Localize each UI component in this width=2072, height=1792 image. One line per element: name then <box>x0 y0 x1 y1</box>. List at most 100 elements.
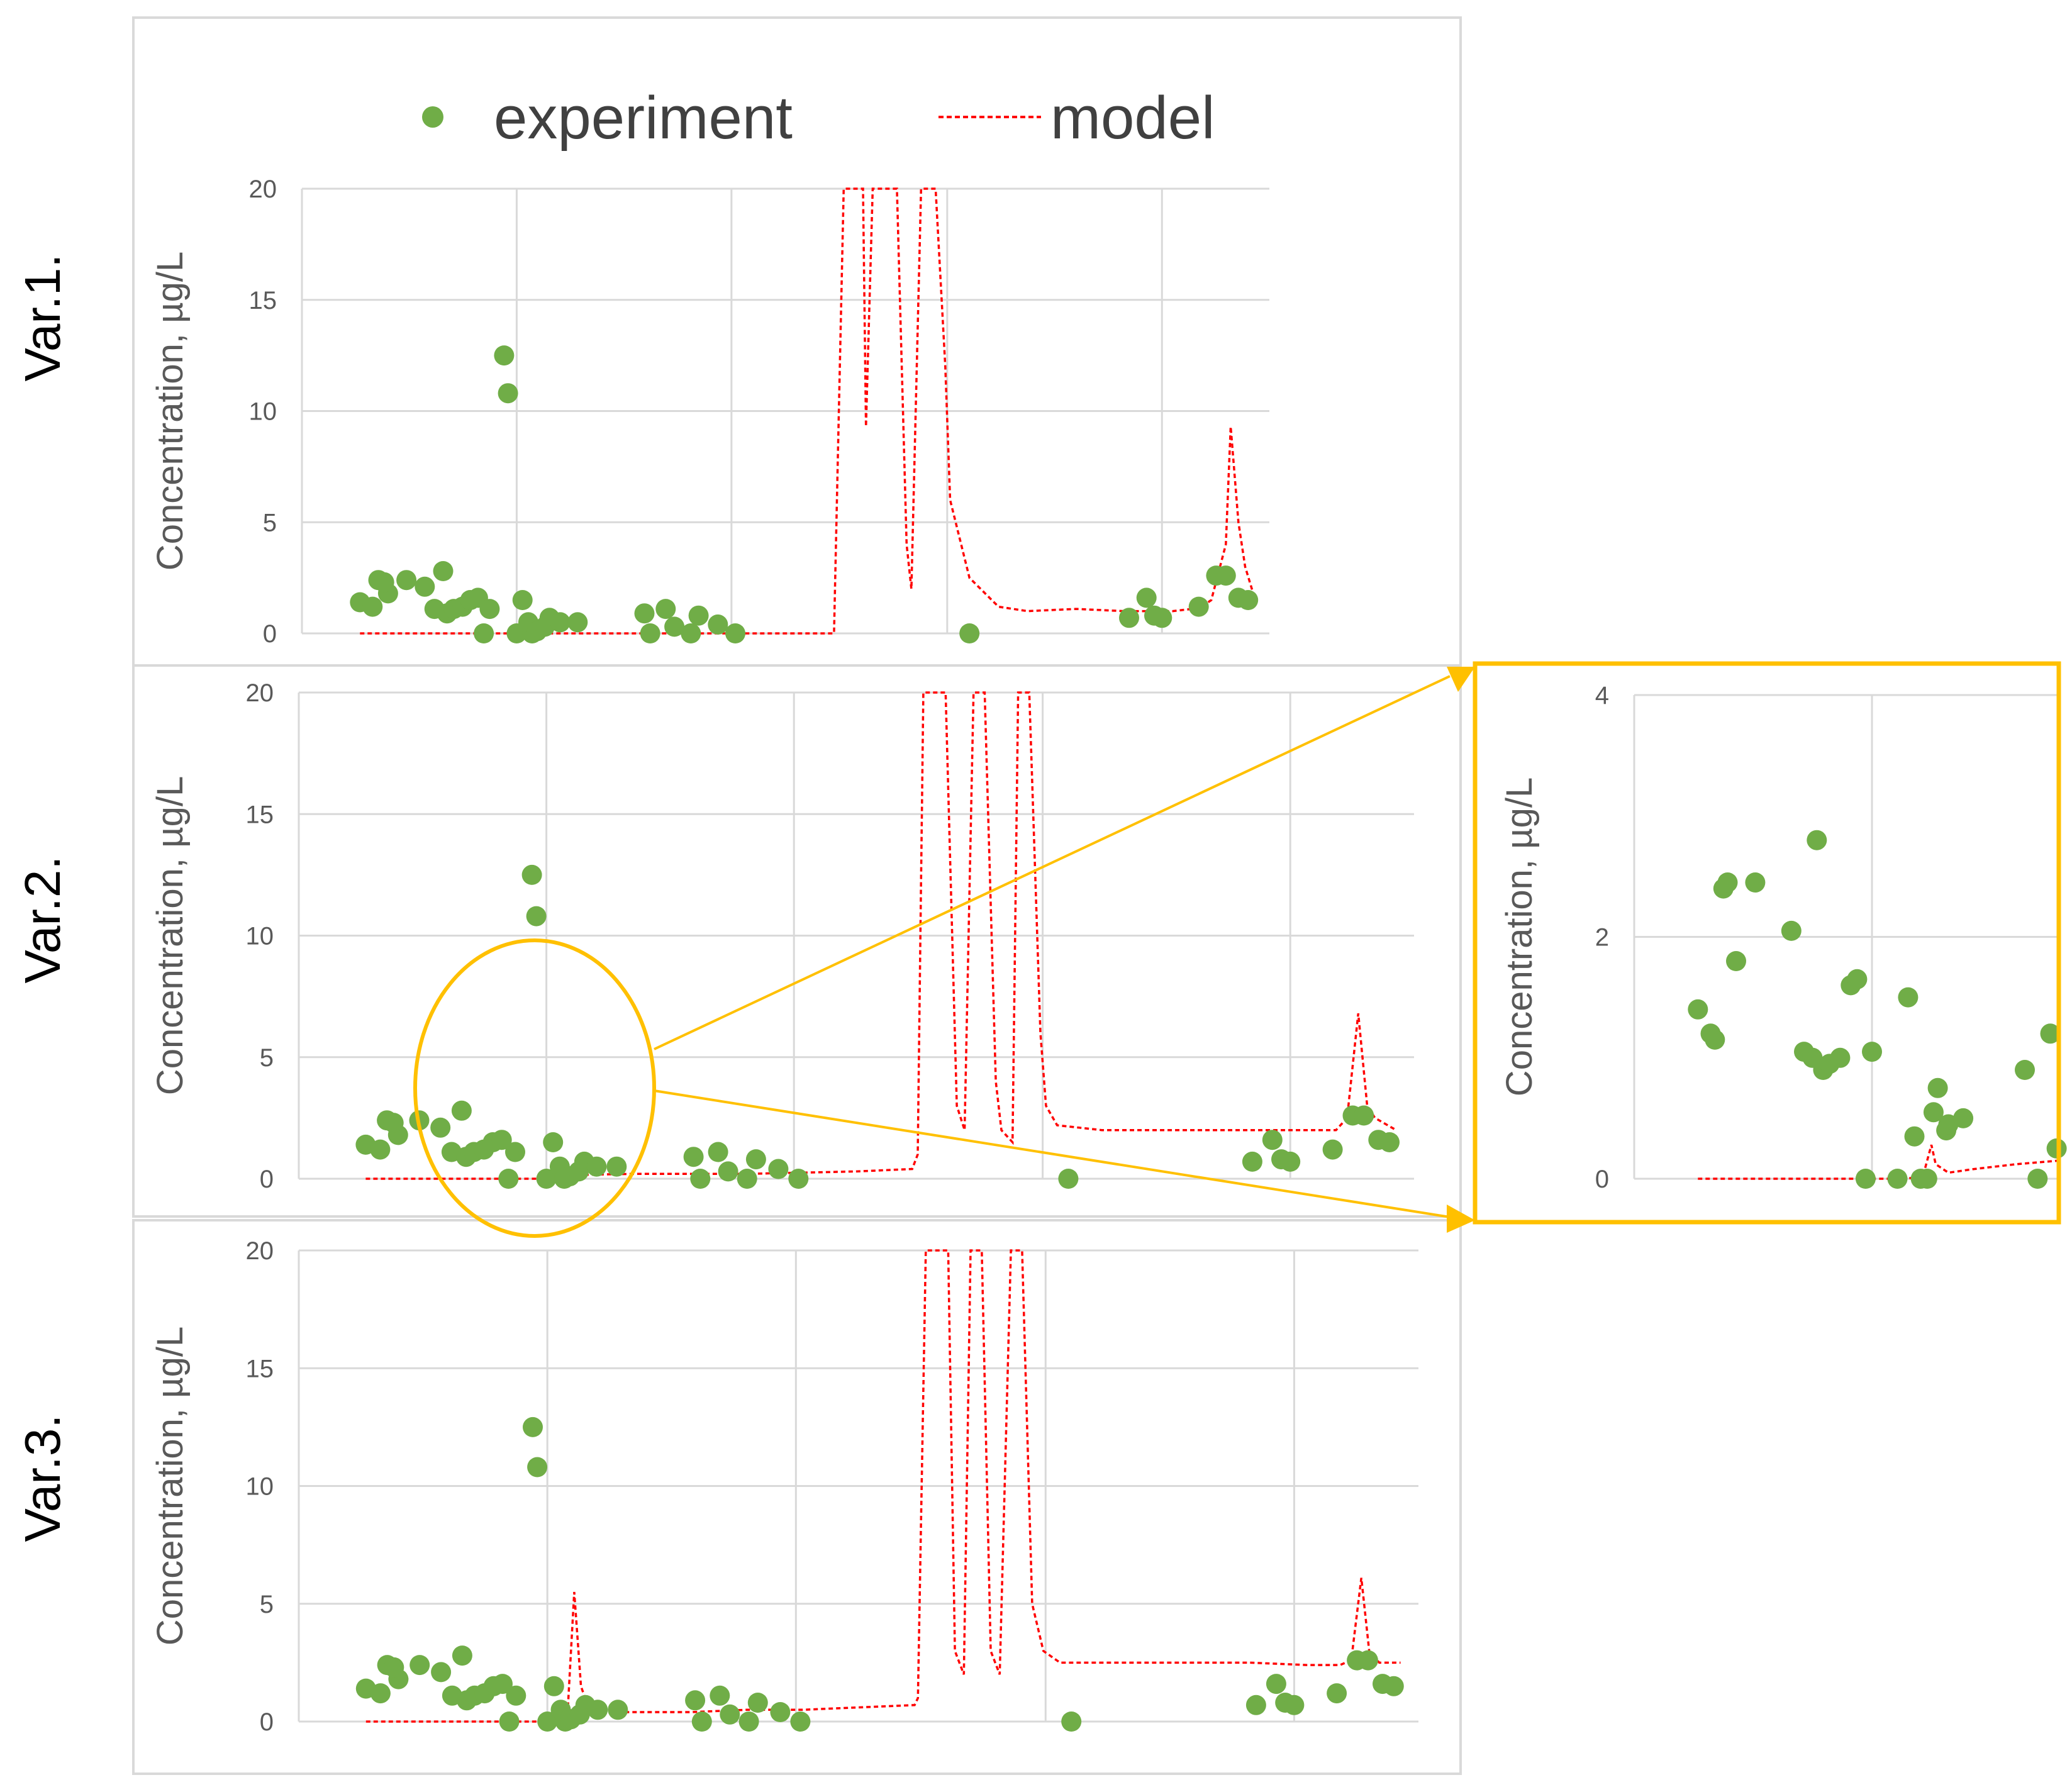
zoom-box-frame <box>1473 661 2061 1225</box>
panel-frame-var3 <box>132 1219 1462 1775</box>
zoom-model-line <box>1698 1144 2059 1180</box>
zoom-plot-area <box>1698 1144 2059 1180</box>
zoom-connector-top-arrow <box>1447 667 1475 692</box>
zoom-experiment-point <box>2015 1060 2035 1080</box>
var3-ytick-label: 20 <box>246 1237 274 1265</box>
var3-experiment-point <box>409 1655 430 1676</box>
var3-ytick-label: 0 <box>260 1708 274 1736</box>
var2-experiment-point <box>1322 1139 1343 1160</box>
var2-experiment-point <box>1280 1151 1301 1172</box>
var2-plot-area <box>365 691 1397 1180</box>
var2-experiment-point <box>586 1156 607 1177</box>
var3-experiment-point <box>1061 1711 1082 1732</box>
var1-ytick-label: 0 <box>263 620 277 648</box>
var2-experiment-point <box>521 864 542 885</box>
var1-experiment-point <box>1238 590 1259 610</box>
zoom-experiment-point <box>1855 1169 1876 1189</box>
var3-experiment-point <box>747 1693 768 1713</box>
zoom-experiment-point <box>1887 1169 1908 1189</box>
var1-experiment-point <box>1136 587 1157 608</box>
var1-experiment-point <box>681 623 701 643</box>
zoom-experiment-point <box>1717 872 1738 893</box>
var2-experiment-point <box>606 1156 627 1177</box>
var1-experiment-point <box>1119 608 1139 628</box>
var3-experiment-point <box>499 1711 520 1732</box>
var1-experiment-point <box>474 623 494 643</box>
var3-experiment-point <box>506 1685 526 1706</box>
var3-experiment-point <box>691 1711 712 1732</box>
var1-experiment-point <box>664 616 685 637</box>
var2-experiment-point <box>370 1139 391 1160</box>
var2-experiment-point <box>498 1169 519 1189</box>
var2-experiment-point <box>737 1169 757 1189</box>
var2-experiment-point <box>536 1169 557 1189</box>
var1-ytick-label: 5 <box>263 509 277 537</box>
legend: experiment model <box>422 84 1215 152</box>
var1-experiment-point <box>362 596 383 617</box>
var3-experiment-point <box>452 1645 472 1666</box>
var1-ytick-label: 10 <box>249 398 277 426</box>
var1-experiment-point <box>959 623 980 643</box>
var1-experiment-point <box>634 603 655 624</box>
var1-experiment-point <box>567 612 588 633</box>
var1-experiment-point <box>494 345 515 366</box>
var2-experiment-point <box>718 1161 738 1182</box>
var3-experiment-point <box>527 1457 548 1478</box>
var1-experiment-point <box>1215 565 1236 586</box>
var1-ytick-label: 20 <box>249 175 277 203</box>
var2-experiment-point <box>788 1169 809 1189</box>
zoom-experiment-point <box>1688 999 1708 1020</box>
zoom-annotation <box>413 661 2061 1238</box>
var1-experiment-point <box>1188 596 1209 617</box>
zoom-experiment-point <box>1904 1126 1925 1147</box>
zoom-experiment-point <box>1862 1042 1882 1062</box>
zoom-experiment-point <box>1807 830 1827 850</box>
var2-experiment-point <box>505 1142 525 1162</box>
var2-experiment-point <box>1262 1130 1283 1150</box>
var2-experiment-point <box>543 1132 564 1152</box>
var1-label: Var.1. <box>14 253 70 381</box>
panel-frame-var2 <box>132 664 1462 1218</box>
zoom-experiment-point <box>1917 1169 1937 1189</box>
zoom-ytick-label: 0 <box>1595 1166 1609 1193</box>
var3-experiment-point <box>384 1657 404 1678</box>
var2-experiment-point <box>1354 1105 1374 1126</box>
var2-experiment-point <box>491 1130 512 1150</box>
zoom-experiment-point <box>1898 987 1919 1008</box>
var1-experiment-point <box>374 572 394 593</box>
var1-y-axis-label: Concentration, µg/L <box>150 252 191 570</box>
var2-ytick-label: 20 <box>246 679 274 707</box>
var3-y-axis-label: Concentration, µg/L <box>150 1327 191 1645</box>
var2-experiment-point <box>526 906 547 927</box>
var3-experiment-point <box>493 1674 513 1695</box>
var1-plot-area <box>360 187 1256 635</box>
var3-experiment-point <box>1284 1695 1305 1715</box>
var3-experiment-point <box>738 1711 759 1732</box>
var3-experiment-point <box>685 1690 706 1711</box>
var3-experiment-point <box>537 1711 558 1732</box>
var3-experiment-point <box>588 1700 608 1720</box>
legend-model-label: model <box>1050 84 1215 152</box>
var2-ytick-label: 15 <box>246 801 274 828</box>
var2-experiment-point <box>768 1159 789 1179</box>
var3-experiment-point <box>1327 1683 1347 1704</box>
plot-zoom: 0 2 4 Concentration, µg/L <box>1499 682 2067 1193</box>
var3-experiment-point <box>1383 1676 1404 1696</box>
zoom-experiment-point <box>1745 872 1766 893</box>
var1-experiment-point <box>433 561 454 581</box>
var3-plot-area <box>365 1249 1401 1723</box>
zoom-experiment-point <box>1923 1102 1944 1123</box>
var3-label: Var.3. <box>14 1414 70 1542</box>
var1-experiment-point <box>640 623 660 643</box>
var3-experiment-point <box>431 1662 452 1683</box>
var2-experiment-point <box>1379 1132 1400 1152</box>
var3-model-line <box>365 1249 1401 1723</box>
var1-experiment-point <box>396 570 417 591</box>
var1-experiment-point <box>708 614 728 635</box>
var3-experiment-point <box>370 1683 391 1704</box>
var1-experiment-point <box>655 599 676 620</box>
var1-model-line <box>360 187 1256 635</box>
zoom-experiment-point <box>1847 969 1868 989</box>
zoom-experiment-point <box>1953 1108 1974 1128</box>
plot-var2: 0 5 10 15 20 Concentration, µg/L <box>150 679 1414 1193</box>
